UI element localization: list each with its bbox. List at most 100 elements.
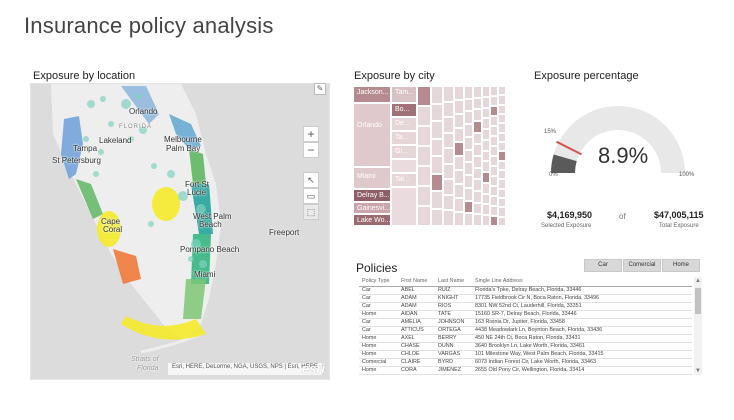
treemap-small-cell[interactable]: [464, 149, 473, 163]
treemap-cell[interactable]: [391, 187, 417, 226]
treemap-small-cell[interactable]: [431, 208, 443, 226]
treemap-small-cell[interactable]: [498, 104, 506, 114]
treemap-small-cell[interactable]: [498, 132, 506, 142]
treemap-cell[interactable]: De...: [391, 117, 417, 131]
treemap-small-cell[interactable]: [498, 216, 506, 226]
treemap-small-cell[interactable]: [473, 179, 482, 191]
treemap-small-cell[interactable]: [498, 207, 506, 217]
treemap-small-cell[interactable]: [454, 212, 464, 226]
treemap-small-cell[interactable]: [482, 129, 490, 140]
treemap-small-cell[interactable]: [443, 210, 454, 226]
filter-comercial-button[interactable]: Comercial: [623, 259, 661, 272]
treemap-small-cell[interactable]: [473, 109, 482, 121]
treemap-small-cell[interactable]: [498, 170, 506, 180]
treemap-small-cell[interactable]: [464, 200, 473, 214]
treemap-small-cell[interactable]: [490, 196, 498, 206]
treemap-small-cell[interactable]: [473, 191, 482, 203]
expand-icon[interactable]: ✎: [314, 83, 326, 95]
treemap-small-cell[interactable]: [498, 142, 506, 152]
treemap-small-cell[interactable]: [498, 188, 506, 198]
treemap-small-cell[interactable]: [464, 136, 473, 150]
treemap-small-cell[interactable]: [464, 187, 473, 201]
treemap-small-cell[interactable]: [454, 184, 464, 198]
treemap-small-cell[interactable]: [473, 132, 482, 145]
zoom-out-button[interactable]: −: [303, 142, 319, 158]
treemap-small-cell[interactable]: [454, 198, 464, 212]
treemap-small-cell[interactable]: [482, 118, 490, 130]
exposure-map[interactable]: Orlando FLORIDA Lakeland Melbourne Palm …: [30, 83, 330, 380]
table-row[interactable]: Home CHASE DUNN 3640 Brooklyn Ln, Lake Wort…: [359, 342, 692, 351]
treemap-small-cell[interactable]: [490, 216, 498, 226]
treemap-small-cell[interactable]: [482, 172, 490, 183]
treemap-small-cell[interactable]: [498, 95, 506, 105]
treemap-small-cell[interactable]: [490, 106, 498, 116]
lasso-select-icon[interactable]: ⬚: [303, 204, 319, 220]
treemap-cell[interactable]: Bo...: [391, 103, 417, 117]
treemap-small-cell[interactable]: [443, 163, 454, 180]
treemap-small-cell[interactable]: [490, 86, 498, 96]
scroll-down-icon[interactable]: ▼: [695, 368, 701, 374]
filter-home-button[interactable]: Home: [662, 259, 700, 272]
treemap-small-cell[interactable]: [417, 86, 431, 106]
treemap-cell[interactable]: Ta...: [391, 131, 417, 145]
table-row[interactable]: Car ABEL RUIZ Florida's Tpke, Delray Beach,…: [359, 286, 692, 295]
table-row[interactable]: Car ADAM KNIGHT 17735 Fieldbrook Cir N, Boc…: [359, 294, 692, 303]
treemap-small-cell[interactable]: [473, 144, 482, 156]
table-row[interactable]: Comercial CLAIRE BYRD 6073 Indian Forest Ci…: [359, 358, 692, 367]
table-row[interactable]: Home AXEL BERRY 450 NE 24th Ct, Boca Raton,…: [359, 334, 692, 343]
scroll-up-icon[interactable]: ▲: [695, 278, 701, 284]
column-header-address[interactable]: Single Line Address: [472, 277, 692, 287]
zoom-in-button[interactable]: +: [303, 126, 319, 142]
treemap-small-cell[interactable]: [498, 151, 506, 161]
treemap-small-cell[interactable]: [482, 182, 490, 194]
treemap-small-cell[interactable]: [443, 148, 454, 164]
treemap-small-cell[interactable]: [454, 100, 464, 114]
treemap-small-cell[interactable]: [464, 213, 473, 226]
table-row[interactable]: Car AMELIA JOHNSON 163 Rivinia Dr, Jupiter,…: [359, 318, 692, 327]
table-row[interactable]: Car ADAM RIOS 8301 NW 52nd Ct, Lauderhill, …: [359, 302, 692, 311]
treemap-small-cell[interactable]: [464, 86, 473, 99]
treemap-small-cell[interactable]: [443, 179, 454, 195]
treemap-small-cell[interactable]: [443, 101, 454, 118]
treemap-cell[interactable]: Tal...: [391, 173, 417, 187]
treemap-small-cell[interactable]: [417, 166, 431, 186]
treemap-small-cell[interactable]: [454, 142, 464, 156]
scroll-thumb[interactable]: [695, 288, 701, 314]
treemap-small-cell[interactable]: [473, 202, 482, 215]
table-row[interactable]: Home CORA JIMENEZ 2655 Old Pony Cir, Wellin…: [359, 366, 692, 375]
treemap-small-cell[interactable]: [482, 204, 490, 216]
treemap-small-cell[interactable]: [431, 121, 443, 139]
column-header-policy-type[interactable]: Policy Type: [359, 277, 398, 287]
treemap-small-cell[interactable]: [473, 86, 482, 98]
treemap-small-cell[interactable]: [482, 161, 490, 173]
treemap-small-cell[interactable]: [498, 123, 506, 133]
treemap-small-cell[interactable]: [443, 86, 454, 102]
table-scrollbar[interactable]: ▲ ▼: [694, 277, 702, 375]
treemap-small-cell[interactable]: [490, 176, 498, 186]
treemap-small-cell[interactable]: [464, 111, 473, 125]
treemap-small-cell[interactable]: [454, 114, 464, 128]
treemap-small-cell[interactable]: [482, 193, 490, 205]
treemap-small-cell[interactable]: [443, 132, 454, 149]
treemap-small-cell[interactable]: [482, 150, 490, 162]
treemap-cell[interactable]: Jackson...: [353, 86, 391, 103]
treemap-small-cell[interactable]: [431, 138, 443, 156]
treemap-small-cell[interactable]: [473, 156, 482, 168]
treemap-small-cell[interactable]: [490, 166, 498, 176]
select-pointer-icon[interactable]: ↖: [303, 172, 319, 188]
treemap-small-cell[interactable]: [490, 96, 498, 106]
treemap-small-cell[interactable]: [498, 198, 506, 208]
treemap-small-cell[interactable]: [473, 97, 482, 110]
treemap-cell[interactable]: Lake Wo...: [353, 214, 391, 226]
treemap-small-cell[interactable]: [443, 194, 454, 211]
table-row[interactable]: Home AIDAN TATE 15160 SR-7, Delray Beach, F…: [359, 310, 692, 319]
treemap-small-cell[interactable]: [443, 117, 454, 133]
treemap-small-cell[interactable]: [482, 86, 490, 97]
treemap-small-cell[interactable]: [464, 98, 473, 112]
treemap-small-cell[interactable]: [498, 86, 506, 96]
treemap-cell[interactable]: Delray B...: [353, 189, 391, 202]
treemap-small-cell[interactable]: [482, 139, 490, 151]
table-row[interactable]: Home CHLOE VARGAS 101 Milestone Way, West P…: [359, 350, 692, 359]
treemap-small-cell[interactable]: [417, 146, 431, 166]
treemap-small-cell[interactable]: [431, 86, 443, 104]
